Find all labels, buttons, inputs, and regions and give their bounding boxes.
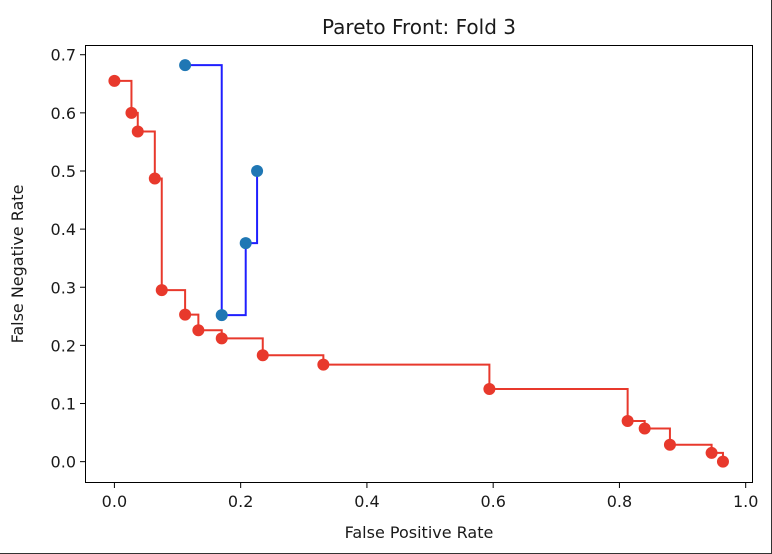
series-2-point bbox=[155, 284, 168, 297]
series-1-point bbox=[179, 59, 192, 72]
series-2-step-line bbox=[114, 79, 724, 462]
x-tick-label: 0.4 bbox=[354, 492, 379, 511]
series-1-step-line bbox=[185, 64, 259, 317]
series-1-point bbox=[251, 164, 264, 177]
y-axis-ticks: 0.0 0.1 0.2 0.3 0.4 0.5 0.6 0.7 bbox=[51, 46, 86, 472]
series-2-point bbox=[638, 422, 651, 435]
y-tick-label: 0.3 bbox=[51, 278, 76, 297]
series-1-point bbox=[215, 309, 228, 322]
series-2-point bbox=[317, 358, 330, 371]
x-axis-ticks: 0.0 0.2 0.4 0.6 0.8 1.0 bbox=[102, 482, 758, 511]
series-2 bbox=[108, 74, 729, 468]
series-2-point bbox=[716, 455, 729, 468]
y-tick-label: 0.0 bbox=[51, 453, 76, 472]
y-tick-label: 0.5 bbox=[51, 162, 76, 181]
series-2-point bbox=[621, 414, 634, 427]
x-axis-label: False Positive Rate bbox=[345, 523, 494, 542]
x-tick-label: 0.6 bbox=[480, 492, 505, 511]
y-tick-label: 0.6 bbox=[51, 104, 76, 123]
series-1-point bbox=[239, 237, 252, 250]
series-2-point bbox=[483, 382, 496, 395]
series-2-point bbox=[148, 172, 161, 185]
chart-title: Pareto Front: Fold 3 bbox=[322, 15, 516, 39]
x-tick-label: 0.2 bbox=[228, 492, 253, 511]
series-2-point bbox=[108, 74, 121, 87]
x-tick-label: 1.0 bbox=[733, 492, 758, 511]
y-tick-label: 0.2 bbox=[51, 336, 76, 355]
y-tick-label: 0.7 bbox=[51, 46, 76, 65]
plot-area-frame bbox=[85, 45, 753, 483]
x-tick-label: 0.0 bbox=[102, 492, 127, 511]
series-2-point bbox=[705, 446, 718, 459]
x-tick-label: 0.8 bbox=[607, 492, 632, 511]
series-2-point bbox=[215, 332, 228, 345]
y-axis-label: False Negative Rate bbox=[8, 185, 27, 344]
y-tick-label: 0.4 bbox=[51, 220, 76, 239]
series-1 bbox=[179, 59, 264, 322]
series-2-point bbox=[125, 106, 138, 119]
y-tick-label: 0.1 bbox=[51, 395, 76, 414]
series-2-point bbox=[256, 349, 269, 362]
series-2-point bbox=[131, 125, 144, 138]
series-2-point bbox=[192, 324, 205, 337]
series-layer bbox=[108, 59, 729, 468]
series-2-point bbox=[179, 308, 192, 321]
series-2-point bbox=[663, 438, 676, 451]
